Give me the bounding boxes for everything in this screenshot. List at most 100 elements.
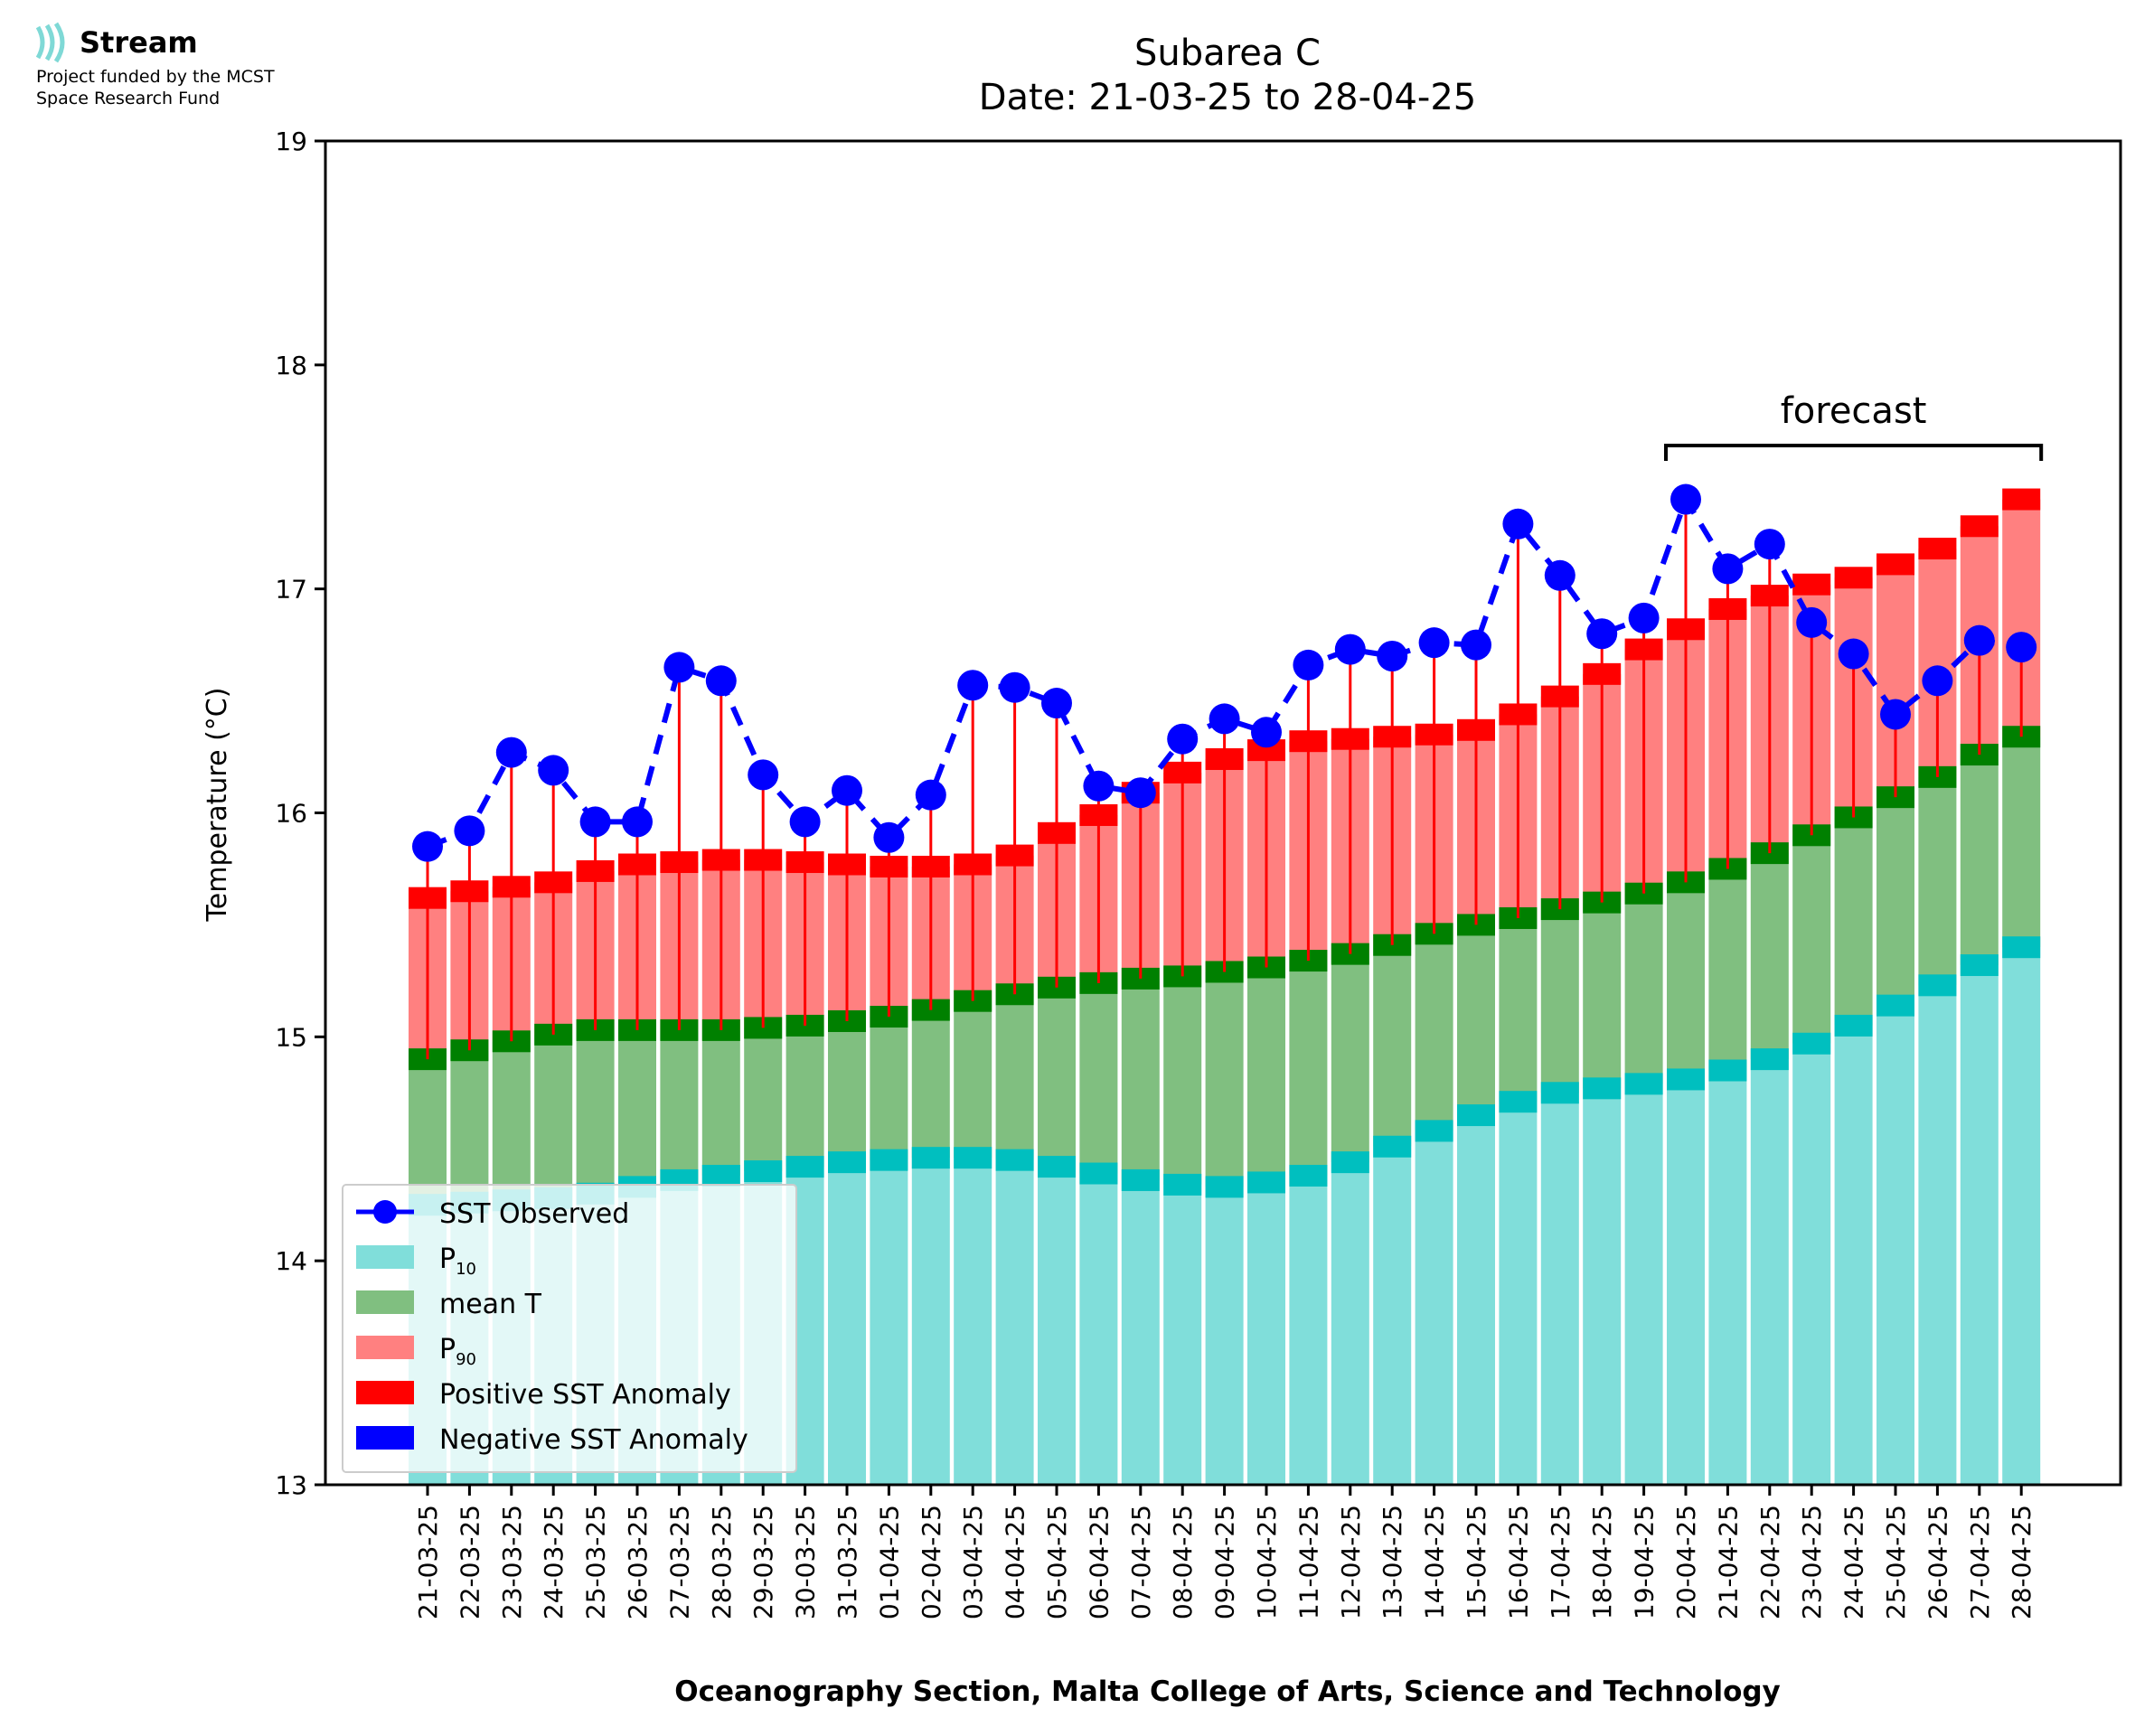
logo-funding-line-1: Project funded by the MCST — [36, 67, 275, 87]
sst-observed-point — [1712, 553, 1744, 585]
x-tick-label: 02-04-25 — [917, 1505, 946, 1619]
y-tick-label: 14 — [275, 1246, 307, 1276]
legend-swatch-p10 — [356, 1245, 414, 1269]
bar-p10 — [1583, 1088, 1622, 1485]
bar-p10-cap — [870, 1149, 908, 1171]
bar-mean-t — [1834, 817, 1873, 1026]
legend-item-p90: P90 — [343, 1327, 795, 1370]
x-tick-label: 09-04-25 — [1210, 1505, 1240, 1619]
x-tick-label: 24-04-25 — [1839, 1505, 1869, 1619]
bar-mean-t — [1038, 987, 1076, 1168]
bar-p10 — [1205, 1187, 1244, 1485]
bar-p10-cap — [1247, 1171, 1285, 1194]
bar-p10 — [1792, 1043, 1831, 1485]
legend-item-mean-t: mean T — [343, 1281, 795, 1325]
bar-mean-t — [954, 1000, 992, 1159]
bar-p10-cap — [1792, 1032, 1831, 1055]
sst-observed-point — [622, 806, 653, 838]
bar-p10 — [1540, 1093, 1579, 1485]
sst-observed-point — [412, 830, 443, 862]
sst-observed-point — [1041, 688, 1072, 719]
bar-p10-cap — [1583, 1077, 1622, 1100]
bar-p10 — [1247, 1182, 1285, 1485]
x-tick-label: 22-04-25 — [1755, 1505, 1785, 1619]
bar-p10-cap — [1624, 1073, 1663, 1095]
sst-observed-point — [957, 670, 989, 701]
sst-observed-point — [1334, 633, 1366, 665]
bar-mean-t — [1163, 976, 1202, 1185]
bar-p10-cap — [1289, 1164, 1328, 1187]
bar-p10-cap — [1960, 954, 1999, 977]
y-tick-label: 18 — [275, 351, 307, 380]
sst-observed-point — [1461, 629, 1491, 661]
sst-observed-point — [705, 665, 737, 697]
x-tick-label: 11-04-25 — [1293, 1505, 1323, 1619]
bar-p10 — [911, 1158, 950, 1485]
bar-p10 — [1667, 1079, 1705, 1485]
bar-p10-cap — [1750, 1048, 1789, 1071]
legend-label: P10 — [439, 1243, 476, 1279]
bar-p10-cap — [744, 1160, 783, 1183]
bar-mean-t — [828, 1020, 866, 1163]
sst-observed-point — [748, 759, 779, 791]
bar-mean-t — [1877, 797, 1914, 1006]
bar-mean-t — [409, 1059, 447, 1206]
sst-observed-point — [1628, 602, 1660, 633]
sst-observed-point — [1754, 529, 1785, 560]
bar-mean-t — [1205, 971, 1244, 1187]
x-tick-label: 30-03-25 — [791, 1505, 821, 1619]
x-tick-label: 27-04-25 — [1965, 1505, 1995, 1619]
sst-observed-point — [1670, 483, 1701, 515]
bar-p10-cap — [1331, 1151, 1369, 1174]
bar-p10-cap — [1540, 1082, 1579, 1104]
x-tick-label: 07-04-25 — [1126, 1505, 1156, 1619]
bar-mean-t — [1499, 917, 1538, 1103]
observed-line-layer — [412, 483, 2037, 862]
bar-p10-cap — [911, 1147, 950, 1169]
chart-title: Subarea C — [1134, 33, 1321, 74]
bar-mean-t — [870, 1017, 908, 1160]
sst-observed-point — [1796, 606, 1828, 638]
bar-p10 — [1877, 1005, 1914, 1485]
sst-observed-point — [1251, 717, 1282, 748]
x-tick-label: 23-04-25 — [1797, 1505, 1827, 1619]
y-tick-label: 19 — [275, 127, 307, 156]
bar-p10-cap — [1205, 1176, 1244, 1198]
forecast-bracket — [1664, 444, 2044, 461]
bar-p10-cap — [1415, 1120, 1453, 1142]
x-tick-label: 22-03-25 — [455, 1505, 484, 1619]
sst-observed-point — [1963, 624, 1995, 656]
bar-p10-cap — [828, 1151, 866, 1174]
bar-mean-t — [1624, 893, 1663, 1084]
bar-p10 — [1163, 1184, 1202, 1485]
x-tick-label: 05-04-25 — [1042, 1505, 1072, 1619]
legend-item-p10: P10 — [343, 1236, 795, 1280]
bar-p10 — [1624, 1084, 1663, 1485]
x-axis-label: Oceanography Section, Malta College of A… — [674, 1675, 1781, 1708]
x-tick-label: 24-03-25 — [539, 1505, 569, 1619]
x-tick-label: 20-04-25 — [1671, 1505, 1701, 1619]
sst-observed-point — [1167, 723, 1199, 755]
bars-layer — [409, 488, 2041, 1485]
bar-p10 — [828, 1162, 866, 1485]
x-tick-label: 25-03-25 — [581, 1505, 611, 1619]
legend-swatch-positive-anomaly — [356, 1381, 414, 1404]
sst-observed-point — [1838, 638, 1869, 670]
bar-mean-t — [744, 1028, 783, 1172]
chart-subtitle: Date: 21-03-25 to 28-04-25 — [979, 77, 1477, 118]
sst-observed-point — [1209, 703, 1240, 735]
bar-p10 — [954, 1158, 992, 1485]
stream-waves-icon — [35, 22, 65, 63]
bar-mean-t — [1750, 853, 1789, 1060]
bar-p10-cap — [1373, 1135, 1412, 1158]
bar-p10 — [1079, 1173, 1118, 1485]
bar-p10-cap — [1457, 1104, 1495, 1127]
sst-observed-point — [1880, 699, 1911, 730]
logo-name: Stream — [80, 25, 198, 60]
bar-mean-t — [1247, 967, 1285, 1183]
x-tick-label: 26-04-25 — [1923, 1505, 1952, 1619]
x-tick-label: 04-04-25 — [1001, 1505, 1030, 1619]
bar-mean-t — [660, 1029, 699, 1180]
bar-p10-cap — [1038, 1156, 1076, 1178]
legend-swatch-p90 — [356, 1336, 414, 1359]
